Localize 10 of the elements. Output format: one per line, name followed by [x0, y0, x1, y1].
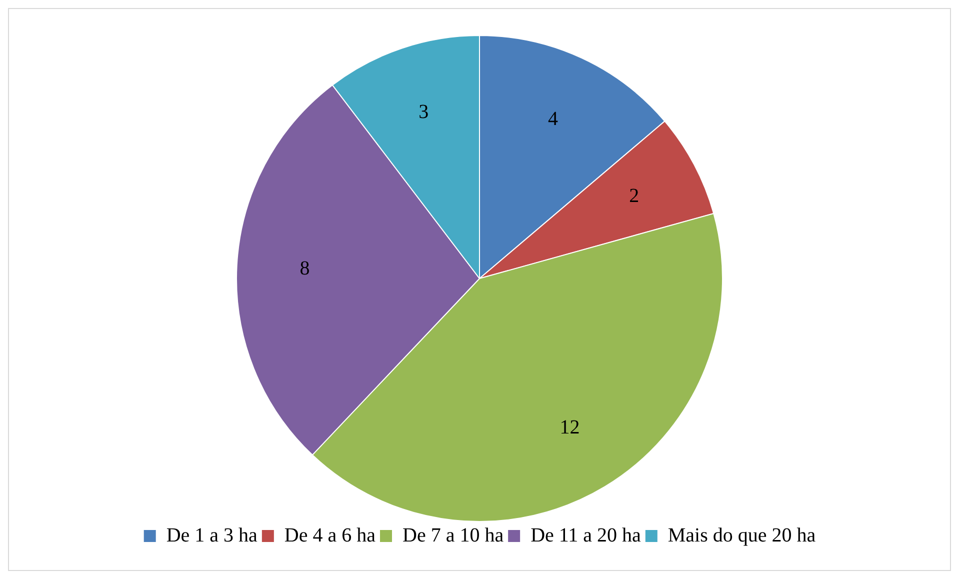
legend-label: De 1 a 3 ha [166, 524, 258, 546]
legend-label: De 11 a 20 ha [530, 524, 642, 546]
data-label: 3 [418, 100, 429, 123]
data-label: 8 [300, 257, 310, 280]
data-label: 2 [629, 184, 640, 207]
legend-label: De 7 a 10 ha [402, 524, 504, 546]
legend-label: De 4 a 6 ha [284, 524, 376, 546]
legend-label: Mais do que 20 ha [668, 524, 816, 546]
data-label: 12 [560, 416, 580, 439]
data-label: 4 [548, 108, 558, 130]
